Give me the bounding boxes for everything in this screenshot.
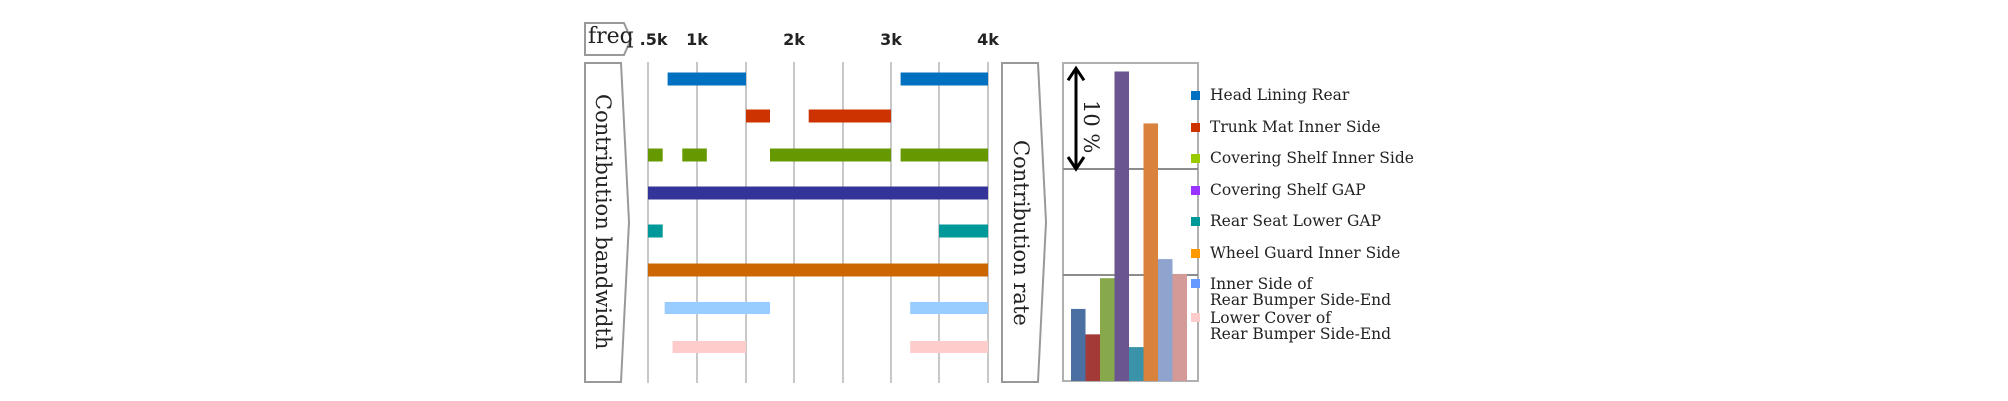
scale-annotation: 10 % [1079,100,1103,154]
x-tick-label: 3k [880,30,902,49]
rate-bar-inner-side-of-rear-bumper-side-end [1158,259,1173,381]
legend-swatch [1191,313,1200,322]
legend-label: Wheel Guard Inner Side [1210,244,1401,262]
legend-item: Rear Seat Lower GAP [1191,212,1382,230]
x-tick-label: 0.5k [640,30,668,49]
bandwidth-axis-label: Contribution bandwidth [591,94,615,350]
legend-label: Covering Shelf Inner Side [1210,149,1414,167]
freq-label-box: freq [584,22,634,56]
legend-label: Rear Bumper Side-End [1210,325,1392,343]
bandwidth-box-outline [584,62,630,383]
bandwidth-bar-covering-shelf-inner-side [648,148,663,162]
legend-swatch [1191,123,1200,132]
legend-item: Covering Shelf GAP [1191,181,1366,199]
legend-item: Wheel Guard Inner Side [1191,244,1401,262]
rate-box-outline [1001,62,1047,383]
legend-item: Inner Side of Rear Bumper Side-End [1191,275,1392,309]
bandwidth-bar-covering-shelf-inner-side [682,148,707,162]
rate-bar-rear-seat-lower-gap [1129,347,1144,381]
legend-label: Covering Shelf GAP [1210,181,1366,199]
freq-box-outline [584,22,632,56]
bandwidth-bar-inner-side-of-rear-bumper-side-end [910,302,988,314]
freq-label: freq [588,24,634,49]
legend-swatch [1191,217,1200,226]
contribution-bandwidth-chart: 0.5k 1k 2k 3k 4k [640,30,999,383]
x-tick-label: 2k [783,30,805,49]
rate-bar-wheel-guard-inner-side [1143,123,1158,382]
rate-bar-covering-shelf-gap [1114,71,1129,382]
x-tick-label: 4k [977,30,999,49]
bandwidth-bar-rear-seat-lower-gap [939,224,988,238]
legend-swatch [1191,186,1200,195]
rate-bar-lower-cover-of-rear-bumper-side-end [1172,273,1187,381]
x-tick-label: 1k [686,30,708,49]
bandwidth-label-box: Contribution bandwidth [584,62,630,383]
bandwidth-bar-head-lining-rear [667,72,746,86]
legend-swatch [1191,154,1200,163]
bandwidth-bar-inner-side-of-rear-bumper-side-end [664,302,770,314]
scale-arrow-head-up [1066,65,1086,82]
legend-label: Rear Seat Lower GAP [1210,212,1382,230]
legend-item: Covering Shelf Inner Side [1191,149,1414,167]
rate-bar-covering-shelf-inner-side [1100,278,1115,381]
legend-swatch [1191,249,1200,258]
bandwidth-bar-lower-cover-of-rear-bumper-side-end [672,341,746,353]
bandwidth-bar-head-lining-rear [900,72,988,86]
bandwidth-bar-trunk-mat-inner-side [808,109,891,123]
legend-label: Lower Cover of [1210,309,1331,327]
legend-label: Rear Bumper Side-End [1210,291,1392,309]
rate-label-box: Contribution rate [1001,62,1047,383]
scale-arrow-head-down [1066,156,1086,172]
legend-swatch [1191,91,1200,100]
bandwidth-bar-covering-shelf-inner-side [770,148,891,162]
rate-bar-head-lining-rear [1071,308,1086,381]
bandwidth-bar-rear-seat-lower-gap [648,224,663,238]
rate-axis-label: Contribution rate [1009,140,1033,326]
legend-label: Inner Side of [1210,275,1313,293]
bandwidth-bar-covering-shelf-inner-side [900,148,988,162]
bandwidth-bar-lower-cover-of-rear-bumper-side-end [910,341,988,353]
legend-item: Lower Cover of Rear Bumper Side-End [1191,309,1392,343]
bandwidth-bar-wheel-guard-inner-side [648,263,988,277]
legend-label: Trunk Mat Inner Side [1210,118,1381,136]
legend-item: Head Lining Rear [1191,86,1350,104]
legend-label: Head Lining Rear [1210,86,1350,104]
legend-swatch [1191,279,1200,288]
bandwidth-bar-trunk-mat-inner-side [746,109,770,123]
bandwidth-bar-covering-shelf-gap [648,186,988,200]
legend-item: Trunk Mat Inner Side [1191,118,1381,136]
rate-bar-trunk-mat-inner-side [1085,334,1100,381]
